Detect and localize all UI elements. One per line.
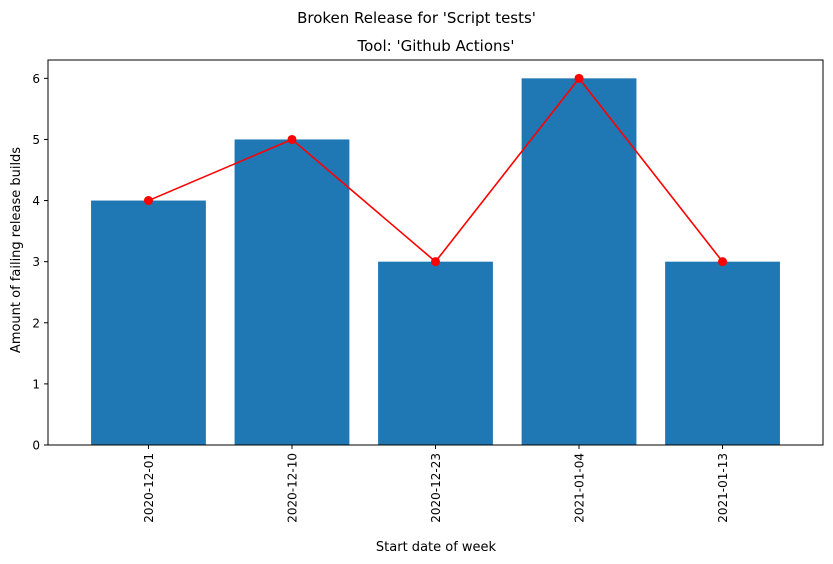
line-overlay-group — [143, 73, 728, 267]
y-axis-label: Amount of failing release builds — [9, 147, 24, 353]
chart-title: Tool: 'Github Actions' — [357, 37, 515, 55]
y-tick-label: 5 — [32, 133, 40, 147]
y-tick-label: 0 — [32, 439, 40, 453]
line-point-2021-01-13 — [718, 257, 728, 267]
figure-suptitle: Broken Release for 'Script tests' — [297, 9, 536, 27]
x-tick-label: 2021-01-13 — [716, 453, 730, 523]
line-point-2021-01-04 — [574, 73, 584, 83]
x-axis-label: Start date of week — [376, 540, 497, 555]
x-tick-label: 2020-12-23 — [429, 453, 443, 523]
y-tick-label: 3 — [32, 255, 40, 269]
bars-group — [91, 78, 780, 445]
y-tick-label: 1 — [32, 377, 40, 391]
line-point-2020-12-23 — [431, 257, 440, 267]
bar-2020-12-10 — [234, 139, 350, 445]
bar-2020-12-23 — [378, 261, 493, 445]
y-tick-label: 6 — [32, 72, 40, 86]
line-point-2020-12-10 — [287, 134, 297, 144]
y-axis: 0 1 2 3 4 5 6 — [32, 72, 48, 453]
line-point-2020-12-01 — [143, 196, 153, 206]
y-tick-label: 4 — [32, 194, 40, 208]
x-tick-label: 2020-12-10 — [285, 453, 299, 523]
x-axis: 2020-12-01 2020-12-10 2020-12-23 2021-01-04… — [142, 445, 730, 523]
bar-2021-01-04 — [521, 78, 637, 445]
bar-2021-01-13 — [665, 261, 780, 445]
bar-2020-12-01 — [91, 200, 206, 445]
x-tick-label: 2021-01-04 — [573, 453, 587, 523]
x-tick-label: 2020-12-01 — [142, 453, 156, 523]
y-tick-label: 2 — [32, 316, 40, 330]
